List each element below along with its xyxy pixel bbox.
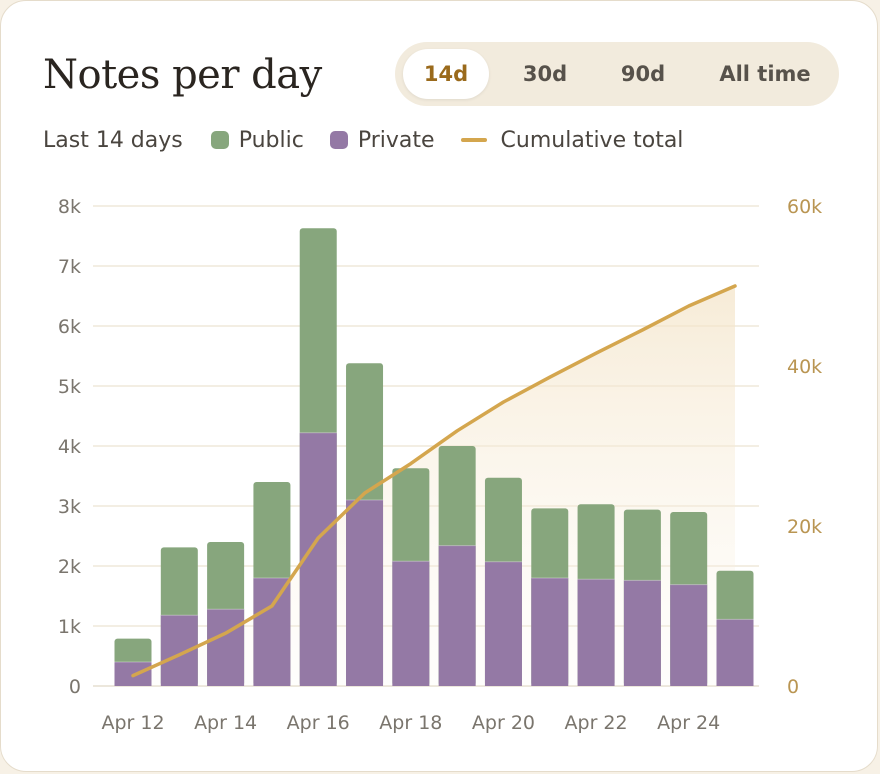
y2-tick-label: 60k xyxy=(787,196,822,218)
bar-private xyxy=(577,579,615,686)
y-tick-label: 3k xyxy=(58,496,81,518)
legend-private[interactable]: Private xyxy=(329,127,435,153)
tab-14d[interactable]: 14d xyxy=(403,49,489,99)
y-tick-label: 6k xyxy=(58,316,81,338)
tab-all-time[interactable]: All time xyxy=(719,62,811,86)
y-tick-label: 1k xyxy=(58,616,81,638)
bar-private xyxy=(670,584,708,686)
tab-90d[interactable]: 90d xyxy=(620,62,666,86)
bar-private xyxy=(716,619,754,686)
tab-30d[interactable]: 30d xyxy=(522,62,568,86)
legend-cumulative-label: Cumulative total xyxy=(500,127,684,153)
time-range-tabs: 14d 30d 90d All time xyxy=(395,42,839,106)
bar-private xyxy=(484,561,522,686)
notes-chart: 0 1k 2k 3k 4k 5k 6k 7k 8k 0 20k 40k 60k Apr 12 Apr 14 A… xyxy=(58,196,822,734)
y-tick-label: 4k xyxy=(58,436,81,458)
bar-private xyxy=(531,578,569,686)
y-tick-label: 7k xyxy=(58,256,81,278)
y-tick-label: 2k xyxy=(58,556,81,578)
cumulative-line-icon xyxy=(460,138,487,142)
chart-legend: Last 14 days Public Private Cumulative t… xyxy=(43,123,709,157)
bar-private xyxy=(253,578,291,686)
y2-tick-label: 20k xyxy=(787,516,822,538)
x-tick-label: Apr 12 xyxy=(101,712,164,734)
public-swatch-icon xyxy=(210,131,229,149)
x-tick-label: Apr 22 xyxy=(565,712,628,734)
legend-private-label: Private xyxy=(357,127,435,153)
x-tick-label: Apr 24 xyxy=(657,712,720,734)
bar-private xyxy=(346,500,384,686)
chart-title: Notes per day xyxy=(43,52,322,98)
x-tick-label: Apr 20 xyxy=(472,712,535,734)
legend-public-label: Public xyxy=(238,127,304,153)
y-tick-label: 0 xyxy=(69,676,81,698)
legend-public[interactable]: Public xyxy=(210,127,304,153)
y-tick-label: 5k xyxy=(58,376,81,398)
range-label: Last 14 days xyxy=(43,127,183,153)
bar-private xyxy=(623,580,661,686)
y2-tick-label: 40k xyxy=(787,356,822,378)
private-swatch-icon xyxy=(329,131,348,149)
y2-tick-label: 0 xyxy=(787,676,799,698)
bar-private xyxy=(207,609,245,686)
x-tick-label: Apr 14 xyxy=(194,712,257,734)
bar-private xyxy=(438,545,476,686)
bar-private xyxy=(299,432,337,686)
legend-cumulative[interactable]: Cumulative total xyxy=(460,127,684,153)
cumulative-line xyxy=(131,284,737,678)
y-tick-label: 8k xyxy=(58,196,81,218)
x-tick-label: Apr 18 xyxy=(379,712,442,734)
x-tick-label: Apr 16 xyxy=(287,712,350,734)
bar-private xyxy=(392,561,430,686)
